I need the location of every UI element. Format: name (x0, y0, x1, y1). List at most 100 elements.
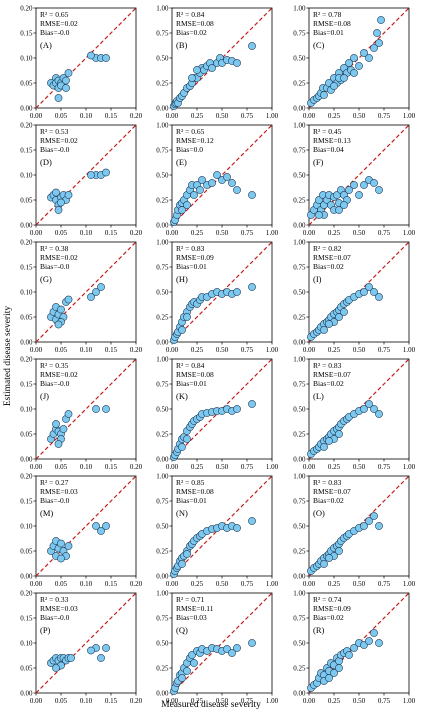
x-tick-label: 0.00 (166, 697, 179, 705)
panel-label: (N) (176, 508, 188, 518)
x-tick-label: 0.00 (166, 229, 179, 237)
x-tick-label: 0.00 (166, 580, 179, 588)
panel-label: (J) (40, 391, 49, 401)
y-tick-label: 0.20 (20, 238, 33, 246)
x-tick-label: 0.25 (191, 697, 204, 705)
y-tick-label: 0.05 (20, 547, 33, 555)
data-point (375, 522, 383, 530)
x-tick-label: 0.05 (55, 346, 68, 354)
scatter-panel: 0.00 0.05 0.10 0.15 0.20 0.00 0.05 0.10 0.15 0.20… (20, 238, 142, 354)
stats-text: R² = 0.84 (176, 10, 205, 19)
data-point (365, 283, 373, 291)
data-point (370, 288, 378, 296)
data-point (97, 527, 105, 535)
x-tick-label: 1.00 (403, 580, 416, 588)
x-tick-label: 0.25 (328, 463, 341, 471)
y-tick-label: 0.50 (156, 639, 169, 647)
panel-label: (E) (176, 157, 187, 167)
y-tick-label: 1.00 (293, 121, 306, 129)
data-point (233, 405, 241, 413)
scatter-panel: 0.00 0.05 0.10 0.15 0.20 0.00 0.05 0.10 0.15 0.20… (20, 355, 142, 471)
x-tick-label: 0.50 (353, 463, 366, 471)
x-tick-label: 0.05 (55, 463, 68, 471)
x-tick-label: 1.00 (403, 346, 416, 354)
y-tick-label: 1.00 (156, 472, 169, 480)
stats-text: R² = 0.33 (40, 595, 69, 604)
data-point (92, 405, 100, 413)
scatter-panel: 0.00 0.25 0.50 0.75 1.00 0.00 0.25 0.50 0.75 1.00… (293, 589, 415, 705)
data-point (208, 179, 216, 187)
stats-text: Bias=0.01 (176, 379, 207, 388)
stats-text: RMSE=0.07 (313, 487, 351, 496)
x-tick-label: 1.00 (266, 463, 279, 471)
scatter-panel: 0.00 0.25 0.50 0.75 1.00 0.00 0.25 0.50 0.75 1.00… (156, 238, 278, 354)
y-tick-label: 0.15 (20, 263, 33, 271)
stats-text: Bias=-0.0 (40, 613, 70, 622)
data-point (350, 181, 358, 189)
one-to-one-line (35, 7, 137, 109)
data-point (320, 560, 328, 568)
data-point (350, 69, 358, 77)
y-tick-label: 0.50 (156, 405, 169, 413)
stats-text: R² = 0.74 (313, 595, 342, 604)
x-tick-label: 0.15 (105, 697, 118, 705)
data-point (320, 443, 328, 451)
stats-text: Bias=0.02 (313, 379, 344, 388)
y-tick-label: 1.00 (156, 355, 169, 363)
y-tick-label: 1.00 (156, 4, 169, 12)
x-tick-label: 1.00 (266, 346, 279, 354)
data-point (373, 29, 381, 37)
data-point (62, 84, 70, 92)
data-point (340, 201, 348, 209)
stats-text: R² = 0.65 (176, 127, 205, 136)
panel-label: (O) (313, 508, 325, 518)
y-tick-label: 0.75 (293, 614, 306, 622)
y-tick-label: 0.50 (293, 288, 306, 296)
one-to-one-line (35, 241, 137, 343)
data-point (360, 181, 368, 189)
x-tick-label: 0.00 (166, 463, 179, 471)
y-tick-label: 0.75 (156, 29, 169, 37)
y-tick-label: 0.25 (156, 547, 169, 555)
stats-text: R² = 0.78 (313, 10, 342, 19)
y-tick-label: 0.25 (156, 196, 169, 204)
one-to-one-line (308, 592, 410, 694)
x-tick-label: 1.00 (266, 697, 279, 705)
x-tick-label: 0.75 (241, 229, 254, 237)
data-point (52, 420, 60, 428)
stats-text: R² = 0.83 (313, 361, 342, 370)
x-tick-label: 0.15 (105, 463, 118, 471)
y-tick-label: 0.75 (293, 497, 306, 505)
y-tick-label: 1.00 (156, 238, 169, 246)
data-point (54, 320, 63, 329)
x-tick-label: 1.00 (266, 580, 279, 588)
one-to-one-line (308, 124, 410, 226)
data-point (360, 49, 368, 57)
x-tick-label: 0.75 (241, 346, 254, 354)
y-tick-label: 0.00 (293, 338, 306, 346)
scatter-panel: 0.00 0.25 0.50 0.75 1.00 0.00 0.25 0.50 0.75 1.00… (293, 472, 415, 588)
y-tick-label: 0.15 (20, 497, 33, 505)
data-point (248, 400, 256, 408)
x-tick-label: 0.00 (30, 229, 43, 237)
x-tick-label: 0.25 (191, 580, 204, 588)
scatter-panel: 0.00 0.25 0.50 0.75 1.00 0.00 0.25 0.50 0.75 1.00… (156, 121, 278, 237)
x-tick-label: 0.15 (105, 229, 118, 237)
y-tick-label: 0.75 (293, 380, 306, 388)
panel-label: (L) (313, 391, 324, 401)
data-point (87, 51, 95, 60)
data-point (370, 512, 378, 520)
data-point (335, 313, 343, 321)
data-point (375, 639, 383, 647)
stats-text: RMSE=0.08 (176, 19, 214, 28)
x-tick-label: 1.00 (403, 697, 416, 705)
x-tick-label: 0.50 (216, 346, 229, 354)
x-tick-label: 1.00 (266, 112, 279, 120)
stats-text: R² = 0.83 (313, 478, 342, 487)
x-tick-label: 1.00 (403, 229, 416, 237)
panel-label: (M) (40, 508, 53, 518)
y-tick-label: 0.00 (20, 689, 33, 697)
y-tick-label: 0.50 (156, 522, 169, 530)
x-tick-label: 0.75 (241, 580, 254, 588)
